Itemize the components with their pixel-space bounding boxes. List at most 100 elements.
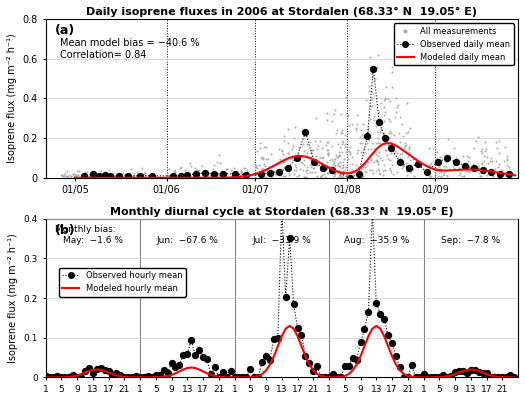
Point — [358, 174, 366, 180]
Point — [387, 145, 395, 151]
Point — [328, 118, 336, 124]
Point — [335, 144, 344, 150]
Point — [310, 159, 319, 165]
Point — [253, 164, 261, 171]
Point — [313, 146, 321, 152]
Point — [258, 166, 266, 172]
Point — [335, 158, 344, 165]
Point — [209, 171, 218, 177]
Point — [62, 168, 71, 174]
Point — [498, 374, 507, 381]
Point — [479, 168, 487, 174]
Point — [431, 374, 439, 381]
Point — [479, 158, 488, 164]
Point — [220, 170, 228, 177]
Point — [209, 170, 218, 176]
Point — [284, 150, 292, 156]
Point — [433, 154, 442, 161]
Point — [276, 166, 285, 172]
Point — [259, 155, 268, 161]
Point — [346, 168, 354, 174]
Point — [313, 143, 322, 150]
Point — [291, 124, 300, 131]
Point — [372, 123, 380, 129]
Point — [240, 165, 248, 171]
Point — [384, 332, 392, 339]
Point — [492, 158, 500, 164]
Point — [381, 109, 389, 115]
Point — [323, 139, 331, 145]
Point — [376, 129, 384, 135]
Point — [371, 146, 380, 152]
Point — [222, 166, 230, 172]
Point — [374, 128, 382, 135]
Point — [471, 138, 480, 144]
Point — [372, 151, 380, 157]
Point — [434, 159, 443, 165]
Point — [286, 166, 294, 172]
Point — [194, 172, 203, 178]
Point — [379, 168, 387, 174]
Point — [427, 374, 436, 381]
Point — [337, 374, 345, 381]
Point — [337, 170, 345, 176]
Point — [261, 174, 270, 180]
Point — [100, 367, 109, 374]
Point — [170, 172, 178, 178]
Point — [65, 172, 73, 178]
Point — [404, 154, 412, 160]
Point — [469, 165, 478, 171]
Point — [465, 168, 473, 175]
Point — [404, 129, 412, 136]
Point — [318, 145, 326, 151]
Point — [362, 134, 370, 140]
Point — [302, 168, 310, 175]
Point — [237, 167, 245, 174]
Point — [382, 147, 390, 153]
Point — [216, 171, 224, 178]
Point — [284, 140, 292, 146]
Point — [279, 158, 288, 165]
Point — [464, 158, 473, 165]
Point — [426, 162, 434, 168]
Point — [230, 374, 239, 381]
Point — [307, 154, 315, 160]
Point — [307, 157, 315, 163]
Point — [326, 157, 334, 164]
Point — [460, 161, 468, 168]
Point — [449, 145, 458, 151]
Point — [373, 156, 381, 163]
Point — [376, 140, 384, 146]
Point — [455, 368, 463, 375]
Point — [474, 134, 482, 140]
Point — [458, 164, 467, 170]
Point — [380, 130, 388, 136]
Point — [312, 153, 320, 159]
Point — [379, 172, 387, 178]
Point — [450, 164, 458, 171]
Point — [285, 172, 293, 178]
Point — [398, 150, 406, 156]
Point — [260, 170, 268, 176]
Point — [323, 117, 331, 124]
Point — [358, 132, 366, 138]
Point — [61, 170, 70, 176]
Point — [230, 165, 238, 172]
Point — [503, 162, 511, 168]
Point — [339, 162, 347, 168]
Point — [306, 169, 314, 175]
Point — [378, 120, 386, 127]
Point — [108, 372, 117, 379]
Point — [368, 103, 376, 109]
Point — [452, 159, 460, 165]
Point — [210, 162, 218, 168]
Point — [68, 171, 77, 177]
Point — [328, 156, 337, 162]
Point — [384, 116, 393, 122]
Point — [177, 172, 185, 179]
Point — [353, 120, 361, 127]
Point — [477, 167, 485, 174]
Point — [335, 170, 344, 176]
Point — [233, 172, 242, 179]
Point — [330, 163, 339, 170]
